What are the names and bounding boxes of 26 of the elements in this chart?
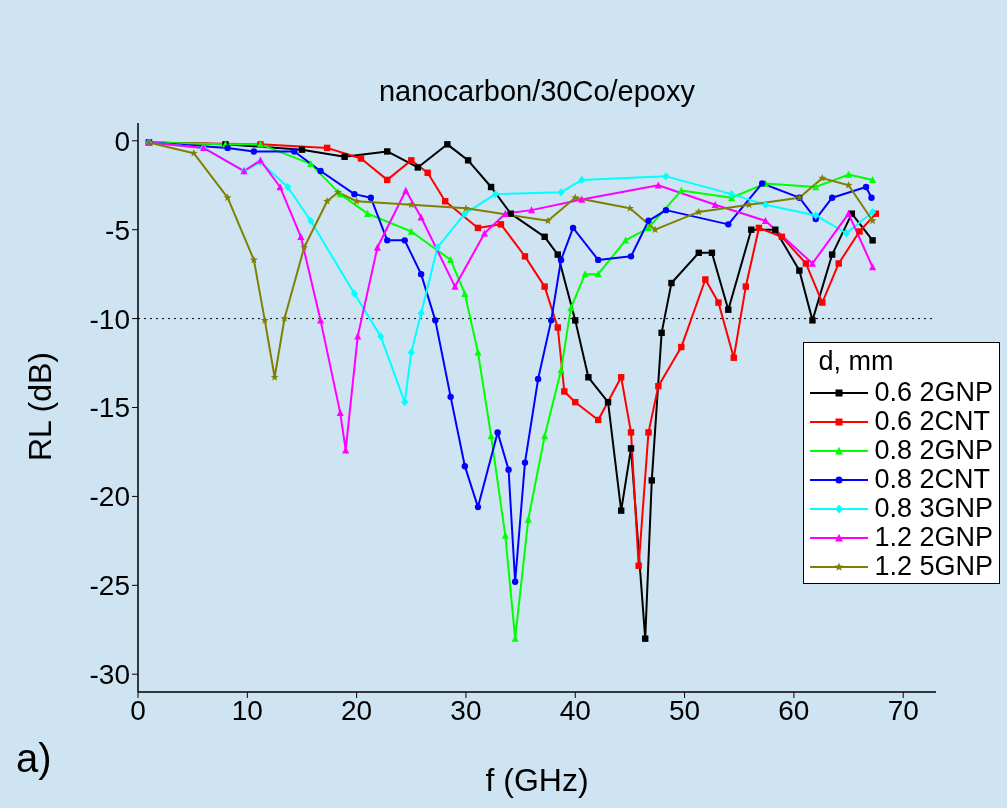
x-tick-label: 50 bbox=[669, 694, 701, 726]
x-tick-label: 20 bbox=[341, 694, 373, 726]
x-tick-label: 70 bbox=[887, 694, 919, 726]
legend-title: d, mm bbox=[817, 346, 895, 377]
y-axis-title: RL (dB) bbox=[21, 350, 59, 463]
legend-label: 0.6 2CNT bbox=[874, 406, 990, 437]
legend-label: 0.8 2GNP bbox=[874, 435, 993, 466]
x-tick-label: 10 bbox=[231, 694, 263, 726]
y-tick-label: -30 bbox=[89, 659, 130, 691]
y-tick-label: -20 bbox=[89, 481, 130, 513]
chart-title: nanocarbon/30Co/epoxy bbox=[378, 75, 696, 108]
legend-label: 0.8 3GNP bbox=[874, 493, 993, 524]
text: a) bbox=[16, 736, 52, 781]
x-axis-title: f (GHz) bbox=[484, 762, 590, 799]
legend-label: 0.6 2GNP bbox=[874, 377, 993, 408]
x-tick-label: 60 bbox=[778, 694, 810, 726]
legend-label: 0.8 2CNT bbox=[874, 464, 990, 495]
x-tick-label: 30 bbox=[450, 694, 482, 726]
y-tick-label: -15 bbox=[89, 392, 130, 424]
x-tick-label: 40 bbox=[559, 694, 591, 726]
legend-label: 1.2 2GNP bbox=[874, 522, 993, 553]
y-tick-label: -5 bbox=[105, 214, 130, 246]
legend-label: 1.2 5GNP bbox=[874, 551, 993, 582]
y-tick-label: -10 bbox=[89, 303, 130, 335]
y-tick-label: 0 bbox=[114, 125, 130, 157]
y-tick-label: -25 bbox=[89, 570, 130, 602]
